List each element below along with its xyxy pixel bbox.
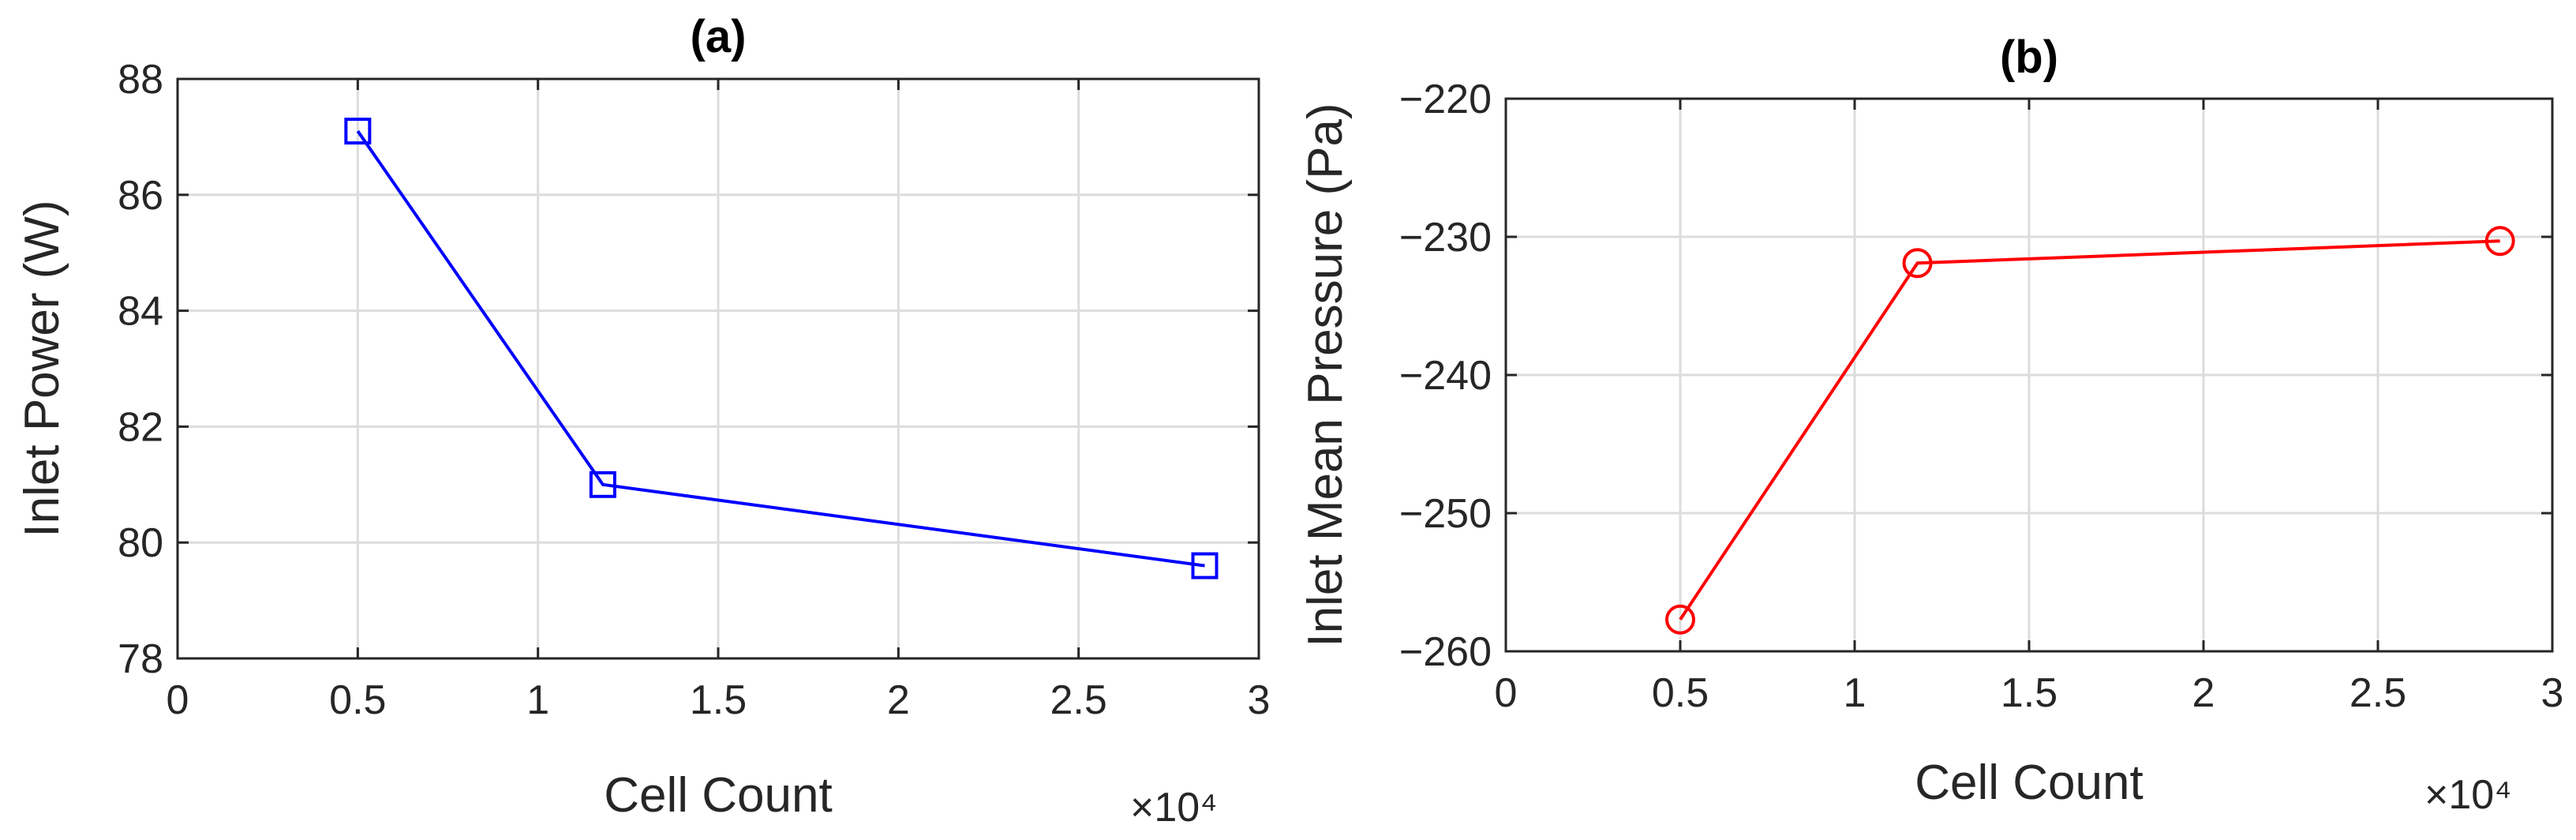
y-tick-label: −250: [1399, 491, 1492, 537]
x-axis-label-a: Cell Count: [604, 768, 832, 823]
y-axis-label-b: Inlet Mean Pressure (Pa): [1298, 103, 1353, 647]
x-axis-label-b: Cell Count: [1915, 756, 2143, 810]
y-tick-label: −220: [1399, 77, 1492, 122]
x-tick-label: 2: [887, 677, 910, 723]
chart-panel-a: 0 0.5 1 1.5 2 2.5 3 78 80 82 84 86 88 (a) Cell Count…: [15, 11, 1270, 831]
series-b: [1665, 226, 2515, 635]
y-tick-label: 78: [118, 636, 163, 682]
chart-panel-b: 0 0.5 1 1.5 2 2.5 3 −260 −250 −240 −230 −220 (b) Ce…: [1298, 32, 2563, 818]
ticks-b: 0 0.5 1 1.5 2 2.5 3 −260 −250 −240 −230 −220: [1399, 77, 2564, 716]
grid-a: [176, 77, 1260, 660]
x-axis-exponent-a: ×10⁴: [1130, 785, 1218, 831]
x-tick-label: 0: [167, 677, 189, 723]
series-line: [1679, 239, 2500, 621]
chart-title-b: (b): [2000, 32, 2058, 83]
data-point-circle-marker: [1665, 604, 1695, 635]
y-axis-label-a: Inlet Power (W): [15, 200, 69, 537]
x-tick-label: 1: [526, 677, 549, 723]
y-tick-label: 88: [118, 57, 163, 103]
y-tick-label: 80: [118, 520, 163, 566]
series-line: [356, 129, 1205, 568]
x-tick-label: 0: [1495, 670, 1518, 716]
y-tick-label: 84: [118, 289, 163, 335]
ticks-a: 0 0.5 1 1.5 2 2.5 3 78 80 82 84 86 88: [118, 57, 1270, 723]
data-point-square-marker: [344, 118, 372, 145]
x-tick-label: 1.5: [2001, 670, 2057, 716]
y-tick-label: 82: [118, 404, 163, 450]
grid-b: [1504, 97, 2554, 653]
data-point-circle-marker: [1902, 248, 1933, 279]
y-tick-label: −230: [1399, 215, 1492, 261]
x-axis-exponent-b: ×10⁴: [2424, 772, 2512, 818]
x-tick-label: 3: [2541, 670, 2564, 716]
data-point-square-marker: [589, 471, 616, 498]
data-point-square-marker: [1191, 552, 1219, 579]
x-tick-label: 0.5: [329, 677, 386, 723]
x-tick-label: 3: [1248, 677, 1271, 723]
data-point-circle-marker: [2484, 226, 2515, 257]
x-tick-label: 2.5: [1050, 677, 1107, 723]
x-tick-label: 1: [1844, 670, 1866, 716]
chart-title-a: (a): [691, 11, 747, 62]
x-tick-label: 1.5: [690, 677, 747, 723]
y-tick-label: −260: [1399, 629, 1492, 675]
x-tick-label: 2: [2192, 670, 2215, 716]
series-a: [344, 118, 1219, 579]
x-tick-label: 2.5: [2349, 670, 2406, 716]
y-tick-label: −240: [1399, 353, 1492, 399]
x-tick-label: 0.5: [1652, 670, 1709, 716]
y-tick-label: 86: [118, 173, 163, 219]
